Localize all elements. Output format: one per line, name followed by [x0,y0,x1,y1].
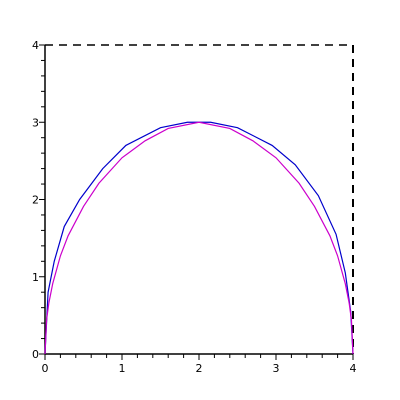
series-line-2 [44,121,354,355]
x-tick-label: 4 [350,362,357,375]
series-lines [44,121,354,355]
x-tick-label: 3 [273,362,280,375]
y-tick-label: 4 [32,39,39,52]
axis-ticks [39,44,354,360]
y-tick-label: 2 [32,194,39,207]
x-tick-label: 1 [119,362,126,375]
series-line-1 [44,121,354,355]
tick-labels: 0 1 2 3 4 0 1 2 3 4 [32,39,357,375]
y-tick-label: 0 [32,348,39,361]
y-tick-label: 1 [32,271,39,284]
x-tick-label: 2 [196,362,203,375]
y-tick-label: 3 [32,116,39,129]
x-tick-label: 0 [42,362,49,375]
plot-frame [44,44,354,355]
